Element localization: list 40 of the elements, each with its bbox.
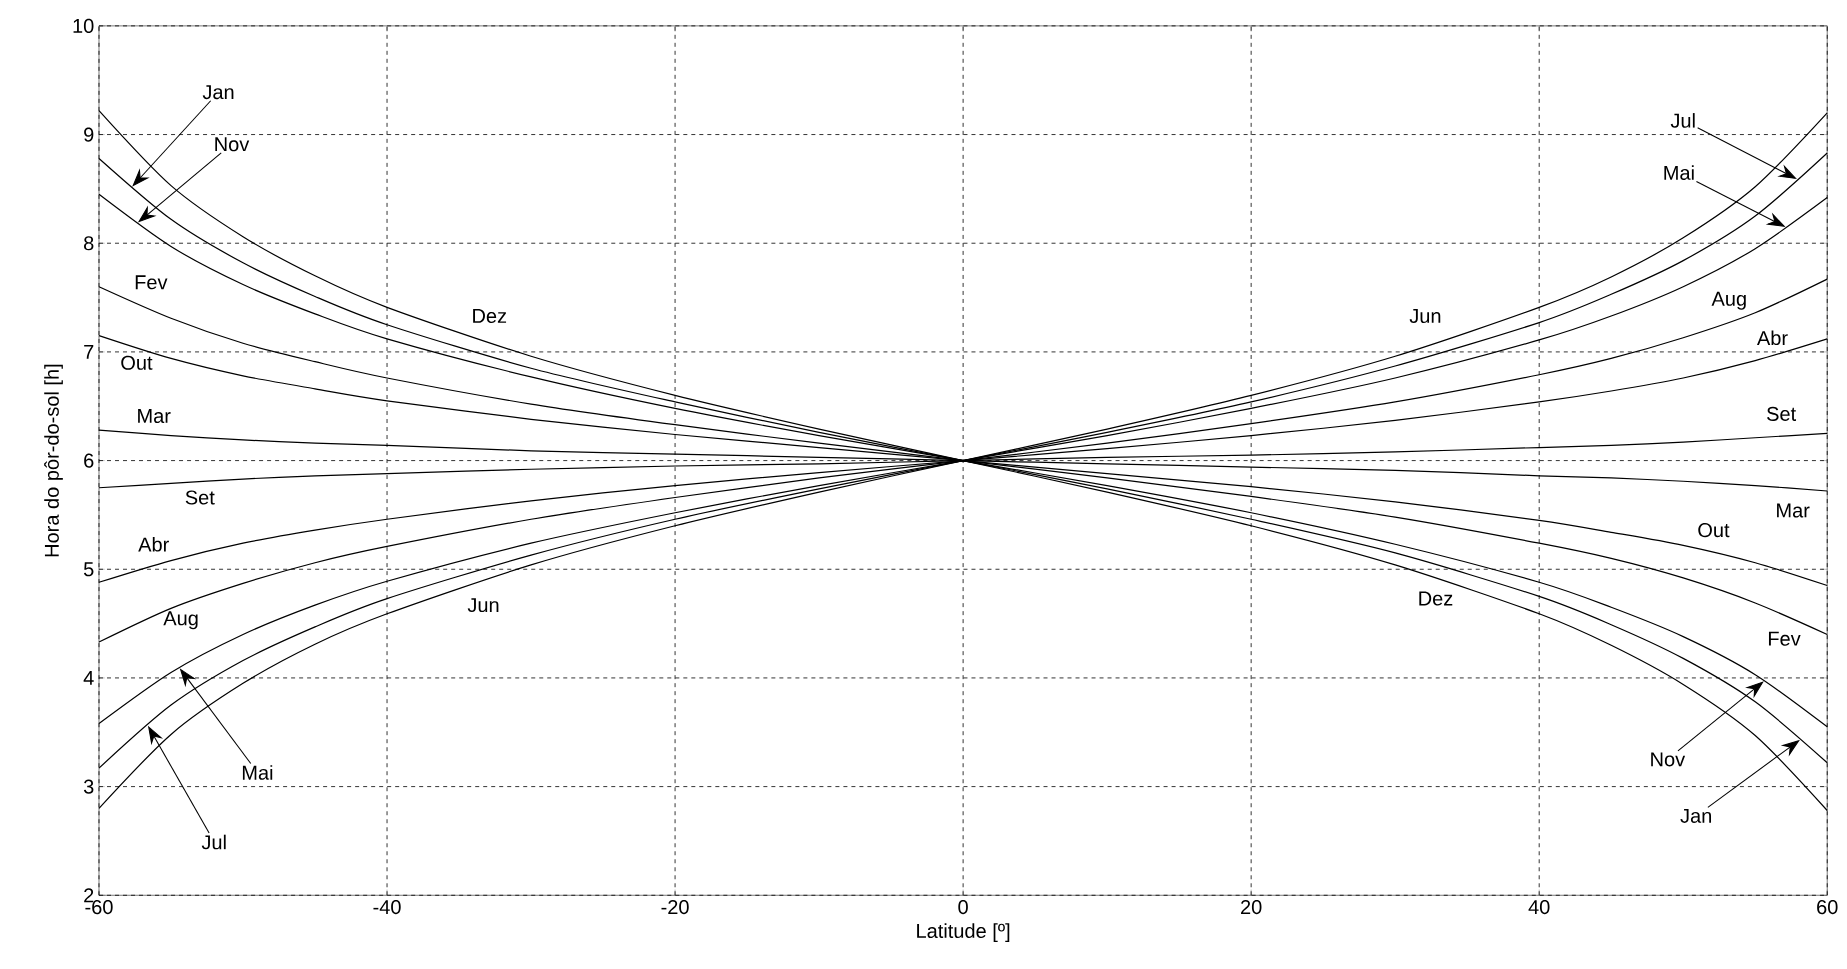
y-tick-label: 3 [83, 779, 94, 794]
y-tick-label: 6 [84, 453, 94, 468]
annotation: Mar [1777, 503, 1810, 518]
x-tick-label: -20 [661, 899, 689, 914]
annotation: Aug [163, 611, 198, 630]
y-tick-label: 4 [83, 670, 94, 685]
annotation: Dez [1419, 591, 1453, 606]
annotation: Fev [135, 275, 168, 290]
x-tick-label: 60 [1817, 899, 1838, 914]
annotation: Jan [1680, 808, 1712, 823]
annotation: Mai [1664, 165, 1694, 180]
annotation: Out [121, 355, 153, 370]
y-tick-label: 5 [83, 562, 94, 577]
annotation: Nov [1651, 752, 1686, 767]
annotation: Jun [1409, 308, 1441, 323]
y-axis-title: Hora do pôr-do-sol [h] [44, 364, 63, 557]
x-tick-label: 0 [958, 899, 968, 914]
y-tick-label: 8 [84, 235, 94, 251]
y-tick-label: 10 [73, 18, 94, 33]
annotation: Jul [201, 834, 226, 850]
annotation: Jul [1670, 112, 1695, 128]
annotation: Jan [202, 84, 234, 99]
annotation: Nov [215, 137, 250, 152]
annotation: Abr [1756, 330, 1788, 345]
annotation: Set [1767, 406, 1797, 421]
x-tick-label: -40 [373, 899, 401, 914]
x-axis-title: Latitude [º] [917, 923, 1010, 942]
annotation: Mar [138, 408, 171, 423]
annotation: Set [185, 490, 215, 505]
annotation: Jun [467, 597, 499, 612]
x-tick-label: 20 [1241, 899, 1262, 914]
annotation: Abr [138, 536, 169, 552]
y-tick-label: 7 [84, 344, 94, 359]
x-tick-label: 40 [1528, 899, 1550, 914]
annotation: Fev [1768, 631, 1801, 646]
y-tick-label: 9 [84, 127, 94, 142]
annotation: Aug [1711, 291, 1746, 310]
annotation: Mai [242, 764, 273, 780]
annotation: Dez [473, 308, 507, 323]
annotation: Out [1698, 522, 1730, 537]
